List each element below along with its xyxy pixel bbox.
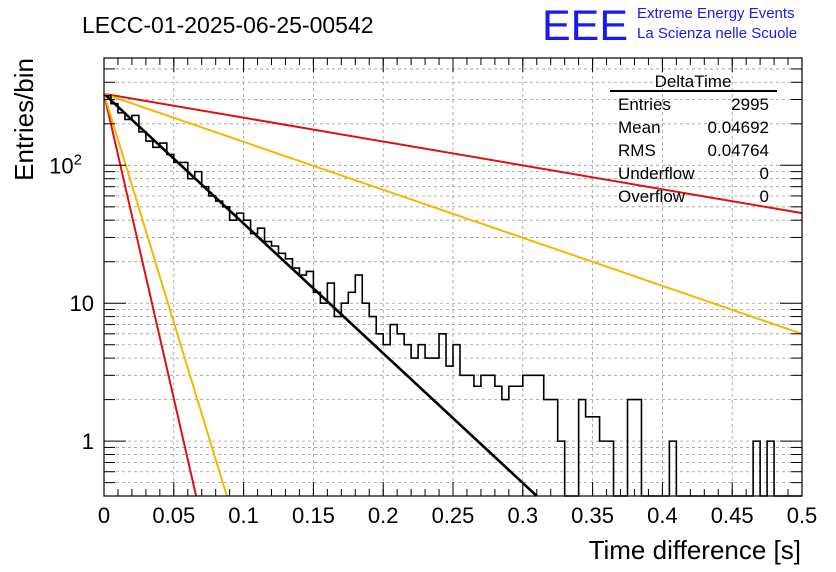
x-tick-label: 0.35: [571, 503, 614, 528]
stats-value: 0: [760, 164, 769, 183]
y-tick-label: 102: [49, 151, 82, 178]
stats-value: 2995: [731, 95, 769, 114]
y-tick-labels: 1 10 102: [49, 151, 94, 454]
x-tick-label: 0.45: [711, 503, 754, 528]
run-title: LECC-01-2025-06-25-00542: [82, 12, 374, 38]
fit-line: [103, 93, 228, 497]
x-tick-label: 0.2: [368, 503, 399, 528]
x-tick-label: 0.15: [292, 503, 335, 528]
fit-line: [103, 92, 803, 215]
x-tick-label: 0.5: [787, 503, 818, 528]
stats-label: Entries: [618, 95, 671, 114]
y-tick-label: 10: [70, 291, 94, 316]
y-axis-label: Entries/bin: [9, 58, 39, 181]
fit-line: [103, 92, 803, 335]
stats-title: DeltaTime: [655, 72, 732, 91]
grid-lines: [104, 57, 802, 497]
x-axis-label: Time difference [s]: [589, 535, 801, 565]
axis-ticks: [103, 57, 803, 497]
x-tick-label: 0.25: [432, 503, 475, 528]
fit-line: [103, 93, 198, 497]
x-tick-label: 0.3: [508, 503, 539, 528]
x-tick-labels: 0 0.05 0.1 0.15 0.2 0.25 0.3 0.35 0.4 0.45 0.5: [98, 503, 817, 528]
logo-line-1: Extreme Energy Events: [637, 5, 795, 22]
eee-logo-letters: EEE: [542, 2, 628, 50]
stats-label: Underflow: [618, 164, 695, 183]
stats-label: Overflow: [618, 187, 686, 206]
stats-label: RMS: [618, 141, 656, 160]
x-tick-label: 0.05: [152, 503, 195, 528]
x-tick-label: 0.1: [228, 503, 259, 528]
x-tick-label: 0: [98, 503, 110, 528]
y-tick-label: 1: [82, 429, 94, 454]
logo-line-2: La Scienza nelle Scuole: [637, 25, 797, 42]
stats-label: Mean: [618, 118, 661, 137]
x-tick-label: 0.4: [647, 503, 678, 528]
stats-box: DeltaTime Entries 2995 Mean 0.04692 RMS 0.047…: [610, 72, 777, 206]
stats-value: 0: [760, 187, 769, 206]
stats-rows: Entries 2995 Mean 0.04692 RMS 0.04764 Underflo…: [618, 95, 769, 206]
stats-value: 0.04764: [708, 141, 769, 160]
stats-value: 0.04692: [708, 118, 769, 137]
